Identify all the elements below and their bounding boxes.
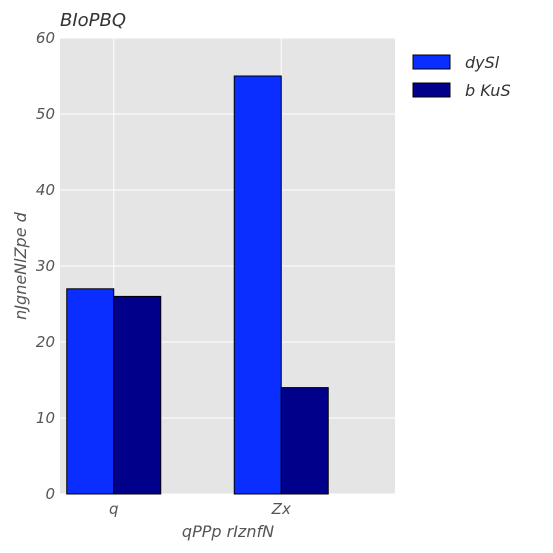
y-tick-label: 60	[36, 29, 55, 47]
bar-dysl-q	[66, 288, 115, 495]
y-tick-label: 40	[36, 181, 55, 199]
y-tick-label: 30	[36, 257, 55, 275]
bar-b-kus-q	[113, 295, 162, 495]
x-axis-label: qPPp rIznfN	[182, 522, 274, 541]
y-tick-label: 10	[36, 409, 55, 427]
legend-swatch	[412, 82, 451, 98]
bar-dysl-zx	[233, 75, 282, 495]
y-axis-label: nJgneNlZpe d	[11, 211, 30, 319]
chart-title: BIoPBQ	[60, 10, 126, 31]
bars	[66, 75, 329, 495]
legend: dySl b KuS	[412, 53, 511, 100]
x-axis-ticks: q Zx	[109, 500, 291, 518]
legend-label: dySl	[465, 53, 500, 72]
bar-b-kus-zx	[280, 387, 329, 495]
legend-swatch	[412, 54, 451, 70]
y-tick-label: 0	[45, 485, 55, 503]
legend-label: b KuS	[465, 81, 511, 100]
x-tick-label: Zx	[271, 500, 291, 518]
y-tick-label: 20	[36, 333, 55, 351]
x-tick-label: q	[109, 500, 119, 518]
y-axis-ticks: 0 10 20 30 40 50 60	[36, 29, 55, 503]
y-tick-label: 50	[36, 105, 55, 123]
